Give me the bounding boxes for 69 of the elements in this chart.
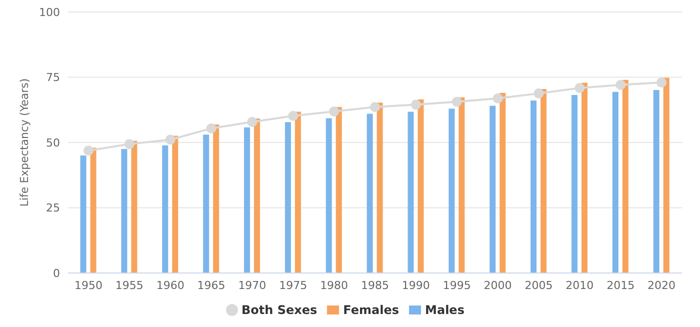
bar — [80, 156, 86, 273]
legend-label: Males — [425, 303, 464, 317]
bar — [90, 148, 96, 273]
y-tick-label: 25 — [46, 202, 60, 215]
x-tick-label: 2005 — [524, 278, 553, 292]
y-tick-label: 100 — [39, 6, 60, 19]
point — [206, 123, 216, 134]
bar — [408, 112, 414, 273]
bar — [366, 114, 373, 273]
bar — [254, 118, 260, 273]
y-axis-title: Life Expectancy (Years) — [18, 78, 31, 207]
point — [452, 96, 462, 107]
legend-label: Both Sexes — [242, 303, 318, 317]
x-tick-label: 1960 — [156, 278, 184, 292]
x-tick-label: 1975 — [279, 278, 308, 292]
bar — [172, 136, 178, 273]
bar — [612, 92, 618, 273]
bar — [162, 145, 168, 273]
point — [574, 82, 585, 93]
point — [288, 110, 298, 121]
bar — [530, 100, 537, 273]
legend-label: Females — [343, 303, 400, 317]
bar — [663, 78, 670, 273]
bar — [336, 107, 342, 273]
bar — [622, 80, 628, 273]
point — [165, 134, 176, 145]
bar — [571, 95, 578, 273]
point — [492, 93, 503, 104]
bar — [213, 124, 220, 273]
x-tick-label: 1980 — [320, 278, 348, 292]
x-tick-label: 2010 — [566, 278, 594, 292]
bar — [418, 99, 424, 273]
point — [247, 116, 258, 127]
bar — [653, 90, 660, 273]
point — [329, 106, 340, 116]
x-tick-label: 1970 — [238, 278, 266, 292]
bar — [203, 134, 210, 273]
point — [124, 139, 134, 150]
y-tick-label: 50 — [46, 136, 60, 150]
point — [83, 146, 94, 156]
x-tick-label: 1950 — [74, 278, 102, 292]
point — [370, 102, 380, 112]
x-tick-label: 2015 — [606, 278, 635, 292]
x-tick-label: 1985 — [361, 278, 389, 292]
y-tick-label: 0 — [53, 266, 60, 280]
x-tick-label: 1955 — [115, 278, 144, 292]
bar — [244, 127, 250, 273]
bar — [294, 112, 301, 273]
bar — [500, 92, 506, 273]
bar — [121, 149, 128, 273]
bar — [448, 108, 455, 273]
y-tick-label: 75 — [46, 71, 60, 84]
x-tick-label: 1995 — [442, 278, 471, 292]
bar — [581, 82, 588, 273]
bar — [326, 118, 332, 273]
point — [534, 88, 544, 98]
x-tick-label: 2000 — [484, 278, 512, 292]
bar — [458, 97, 465, 273]
x-tick-label: 2020 — [648, 278, 676, 292]
point — [410, 100, 421, 110]
bar — [490, 106, 496, 273]
bar — [284, 122, 291, 273]
x-tick-label: 1990 — [402, 278, 430, 292]
bar — [131, 140, 138, 273]
point — [616, 80, 626, 90]
point — [656, 77, 667, 88]
bar — [376, 102, 383, 273]
x-tick-label: 1965 — [197, 278, 226, 292]
bar — [540, 88, 547, 273]
